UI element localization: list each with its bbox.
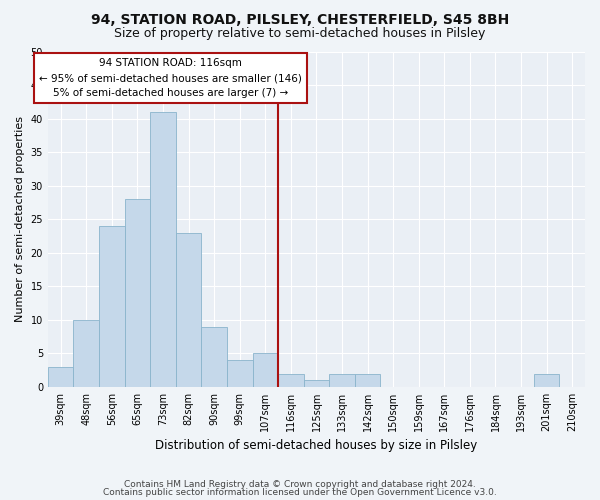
Bar [329,374,355,387]
Bar [125,199,150,387]
Bar [202,326,227,387]
Bar [150,112,176,387]
Bar [48,367,73,387]
Bar [99,226,125,387]
Bar [304,380,329,387]
Bar [355,374,380,387]
Bar [73,320,99,387]
Text: 94, STATION ROAD, PILSLEY, CHESTERFIELD, S45 8BH: 94, STATION ROAD, PILSLEY, CHESTERFIELD,… [91,12,509,26]
Bar [176,232,202,387]
Bar [253,354,278,387]
Text: Contains public sector information licensed under the Open Government Licence v3: Contains public sector information licen… [103,488,497,497]
Y-axis label: Number of semi-detached properties: Number of semi-detached properties [15,116,25,322]
Text: Contains HM Land Registry data © Crown copyright and database right 2024.: Contains HM Land Registry data © Crown c… [124,480,476,489]
X-axis label: Distribution of semi-detached houses by size in Pilsley: Distribution of semi-detached houses by … [155,440,478,452]
Bar [534,374,559,387]
Text: 94 STATION ROAD: 116sqm
← 95% of semi-detached houses are smaller (146)
5% of se: 94 STATION ROAD: 116sqm ← 95% of semi-de… [39,58,302,98]
Bar [278,374,304,387]
Bar [227,360,253,387]
Text: Size of property relative to semi-detached houses in Pilsley: Size of property relative to semi-detach… [115,28,485,40]
